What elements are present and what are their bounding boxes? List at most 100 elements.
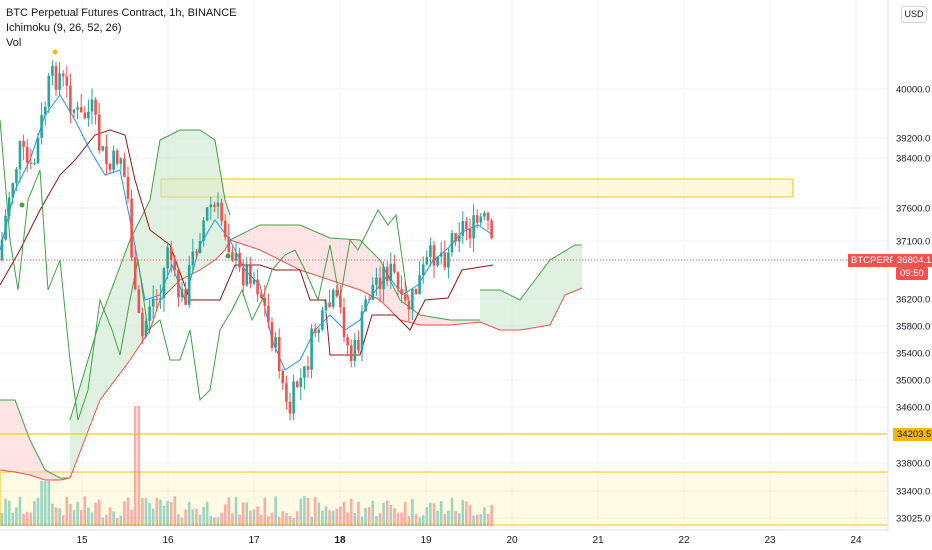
time-tick-label: 16 — [162, 535, 174, 546]
volume-bar — [54, 507, 58, 526]
candle-body — [328, 302, 331, 307]
volume-bar — [447, 510, 450, 526]
volume-bar — [144, 498, 148, 526]
candle-body — [220, 202, 223, 221]
candle-body — [270, 322, 274, 348]
volume-bar — [123, 501, 126, 526]
candle-body — [472, 215, 475, 239]
volume-bar — [94, 502, 97, 526]
candle-body — [130, 198, 133, 258]
last-price-tag: 36804.1 — [893, 254, 932, 267]
cloud-bear-mid — [230, 225, 480, 325]
last-price-symbol-tag: BTCPERP — [848, 254, 899, 267]
price-tick-label: 34600.0 — [896, 403, 930, 414]
volume-bar — [58, 508, 61, 526]
volume-bar — [367, 507, 371, 526]
volume-bar — [364, 508, 367, 526]
candle-body — [213, 204, 216, 207]
candle-body — [43, 106, 47, 115]
volume-bar — [72, 510, 76, 526]
volume-bar — [187, 501, 191, 526]
cloud-bull-future-edge-b — [479, 287, 583, 331]
volume-bar — [184, 509, 187, 526]
time-tick-label: 23 — [764, 535, 776, 546]
volume-bar — [166, 500, 169, 526]
price-tick-label: 35800.0 — [896, 322, 930, 333]
time-tick-label: 15 — [76, 535, 88, 546]
volume-bar — [418, 517, 421, 526]
time-axis[interactable]: 15 16 17 18 19 20 21 22 23 24 — [76, 535, 862, 546]
candle-body — [169, 247, 173, 261]
candle-body — [223, 220, 227, 238]
volume-bar — [400, 512, 403, 526]
lagging-line — [0, 119, 409, 421]
candle-body — [198, 241, 202, 253]
cloud-bear-left-edge-b — [0, 469, 71, 481]
volume-bar — [479, 514, 483, 526]
candle-body — [364, 299, 367, 312]
volume-bar — [425, 507, 429, 526]
candle-body — [83, 112, 87, 119]
tenkan-line — [0, 94, 494, 371]
candle-body — [18, 140, 22, 170]
price-tick-label: 40000.0 — [896, 85, 930, 96]
volume-bar — [429, 502, 432, 526]
symbol-title[interactable]: BTC Perpetual Futures Contract, 1h, BINA… — [6, 7, 237, 19]
volume-bar — [61, 515, 65, 526]
volume-label[interactable]: Vol — [6, 37, 22, 49]
price-axis[interactable]: 40000.0 39200.0 38400.0 37600.0 37100.0 36200… — [896, 85, 930, 525]
candle-body — [69, 85, 72, 113]
candle-body — [58, 73, 61, 90]
candle-body — [238, 252, 241, 268]
volume-bar — [7, 500, 11, 526]
cloud-bull-future-edge-a — [480, 244, 582, 301]
candle-body — [4, 215, 7, 240]
currency-button[interactable]: USD — [901, 6, 927, 23]
candle-body — [180, 289, 184, 298]
volume-bar — [407, 515, 411, 526]
volume-bar — [256, 506, 259, 526]
candle-body — [184, 289, 187, 305]
candle-body — [234, 252, 238, 261]
price-tick-label: 33400.0 — [896, 487, 930, 498]
candle-body — [97, 114, 101, 151]
candle-body — [425, 256, 429, 265]
candle-body — [317, 329, 321, 333]
price-tick-label: 36200.0 — [896, 295, 930, 306]
volume-bar — [234, 496, 238, 526]
volume-bar — [180, 517, 184, 526]
candle-body — [202, 220, 205, 242]
price-tick-label: 39200.0 — [896, 134, 930, 145]
volume-bar — [18, 496, 22, 526]
candle-body — [47, 75, 51, 107]
volume-bar — [177, 514, 180, 526]
candle-body — [367, 299, 371, 301]
candle-body — [382, 266, 385, 290]
volume-bar — [252, 509, 256, 526]
supply-zone[interactable] — [160, 178, 794, 198]
candle-body — [155, 298, 159, 300]
volume-bar — [43, 481, 47, 526]
candle-body — [101, 146, 105, 151]
volume-bar — [231, 513, 234, 526]
candle-body — [461, 221, 465, 236]
volume-bar — [342, 501, 346, 526]
candle-body — [259, 294, 263, 298]
volume-bar — [335, 508, 339, 526]
volume-bars — [0, 406, 493, 526]
cloud-bear-mid-edge-a — [229, 224, 480, 321]
volume-bar — [141, 498, 144, 526]
candle-body — [112, 150, 115, 170]
price-tick-label: 37100.0 — [896, 237, 930, 248]
volume-bar — [382, 502, 385, 526]
ichimoku-label[interactable]: Ichimoku (9, 26, 52, 26) — [6, 22, 122, 34]
candle-body — [375, 277, 378, 285]
candle-body — [177, 269, 180, 298]
volume-bar — [162, 505, 166, 526]
candle-body — [385, 266, 389, 282]
signal-dot-top — [52, 49, 58, 55]
candle-body — [288, 401, 292, 414]
ichimoku-lines — [0, 94, 494, 421]
volume-bar — [353, 513, 357, 526]
